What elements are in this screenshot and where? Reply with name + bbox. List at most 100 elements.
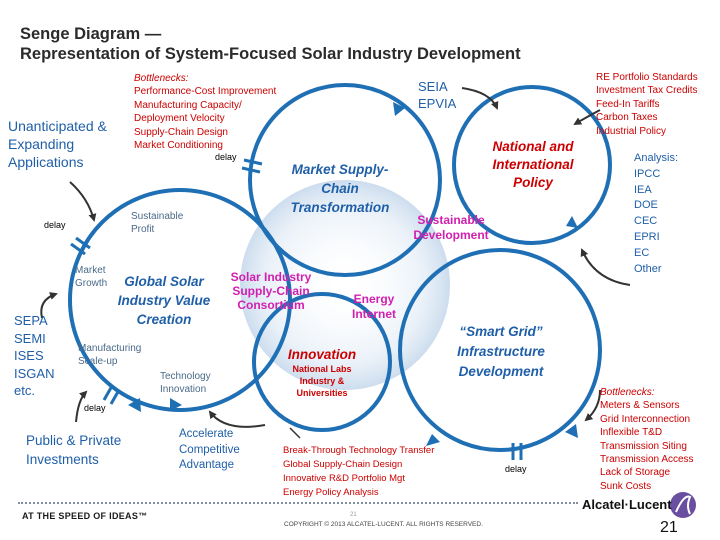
title-line-1: Senge Diagram — bbox=[20, 25, 162, 43]
innovation-sub-line: National Labs bbox=[292, 364, 352, 374]
national-label: National and International Policy bbox=[492, 139, 574, 190]
analysis-item: CEC bbox=[634, 215, 658, 228]
policy-item: Feed-In Tariffs bbox=[596, 98, 660, 110]
delay-label-smartgrid: delay bbox=[505, 464, 527, 474]
loop-arrow-national bbox=[566, 216, 578, 228]
bottlenecks-top-heading: Bottlenecks: bbox=[134, 73, 189, 84]
sepa-item: ISGAN bbox=[14, 365, 55, 381]
arrow-breakthrough bbox=[289, 427, 301, 439]
page-number: 21 bbox=[660, 519, 678, 536]
breakthrough-item: Break-Through Technology Transfer bbox=[283, 445, 435, 456]
loop-arrow-market bbox=[393, 102, 405, 116]
delay-mark-smartgrid bbox=[511, 443, 523, 460]
breakthrough-item: Innovative R&D Portfolio Mgt bbox=[283, 473, 405, 484]
consortium-line: Supply-Chain bbox=[232, 284, 310, 298]
label-line: Innovation bbox=[160, 384, 207, 395]
label-line: Scale-up bbox=[78, 356, 118, 367]
footer-tagline: AT THE SPEED OF IDEAS™ bbox=[22, 511, 148, 521]
bottleneck-top-item: Performance-Cost Improvement bbox=[134, 86, 277, 98]
policy-item: RE Portfolio Standards bbox=[596, 72, 698, 83]
market-circle bbox=[248, 83, 442, 277]
seia-label: SEIA EPVIA bbox=[418, 78, 456, 112]
loop-arrow-smartgrid-2 bbox=[565, 424, 578, 438]
arrow-sepa bbox=[40, 292, 58, 319]
bottlenecks-bottom: Bottlenecks: Meters & Sensors Grid Inter… bbox=[600, 386, 694, 493]
seia-line: SEIA bbox=[418, 79, 448, 94]
label-line: Market bbox=[75, 265, 106, 276]
seia-line: EPVIA bbox=[418, 96, 457, 111]
policy-item: Carbon Taxes bbox=[596, 112, 658, 124]
consortium-glow bbox=[240, 180, 450, 390]
arrow-bottlenecks-bottom bbox=[584, 389, 601, 422]
delay-mark-global-left bbox=[70, 236, 91, 256]
unanticipated-line: Unanticipated & bbox=[8, 118, 107, 134]
bottleneck-bottom-item: Meters & Sensors bbox=[600, 400, 680, 412]
market-growth-label: Market Growth bbox=[75, 264, 107, 290]
analysis-item: EPRI bbox=[634, 230, 660, 243]
national-circle bbox=[452, 85, 612, 245]
sustainable-profit-label: Sustainable Profit bbox=[131, 210, 183, 236]
consortium-label: Solar Industry Supply-Chain Consortium bbox=[218, 270, 324, 312]
sepa-item: etc. bbox=[14, 383, 35, 398]
policy-item: Industrial Policy bbox=[596, 125, 667, 137]
innovation-label: Innovation bbox=[287, 347, 357, 362]
loop-arrow-smartgrid bbox=[426, 434, 440, 446]
bottleneck-bottom-item: Sunk Costs bbox=[600, 480, 652, 492]
analysis-item: Other bbox=[634, 262, 662, 275]
bottlenecks-top: Bottlenecks: Performance-Cost Improvemen… bbox=[134, 72, 276, 152]
arrow-accelerate bbox=[208, 410, 266, 428]
smartgrid-label: “Smart Grid” Infrastructure Development bbox=[457, 324, 545, 379]
innovation-sub-line: Industry & bbox=[299, 376, 345, 386]
public-private-line: Public & Private bbox=[26, 433, 122, 448]
arrow-seia bbox=[461, 87, 499, 110]
bottleneck-bottom-item: Inflexible T&D bbox=[600, 427, 663, 439]
bottlenecks-bottom-heading: Bottlenecks: bbox=[600, 387, 655, 398]
delay-mark-market bbox=[241, 158, 263, 174]
bottleneck-top-item: Supply-Chain Design bbox=[134, 126, 228, 138]
analysis-item: IEA bbox=[634, 183, 652, 196]
accelerate-line: Competitive bbox=[179, 443, 240, 456]
unanticipated-label: Unanticipated & Expanding Applications bbox=[8, 117, 107, 171]
bottleneck-top-item: Manufacturing Capacity/ bbox=[134, 99, 242, 111]
delay-label-market: delay bbox=[215, 152, 237, 162]
sepa-item: SEPA bbox=[14, 313, 48, 328]
delay-label-left: delay bbox=[44, 220, 66, 230]
consortium-line: Solar Industry bbox=[230, 270, 312, 284]
arrow-public bbox=[75, 390, 88, 423]
policy-item: Investment Tax Credits bbox=[596, 85, 698, 97]
breakthrough-item: Energy Policy Analysis bbox=[283, 487, 379, 498]
bottleneck-bottom-item: Grid Interconnection bbox=[600, 413, 691, 425]
analysis-item: Analysis: bbox=[634, 152, 679, 164]
market-label: Market Supply-Chain Transformation bbox=[290, 162, 390, 215]
accelerate-label: Accelerate Competitive Advantage bbox=[179, 427, 240, 474]
smartgrid-circle bbox=[398, 248, 602, 452]
bottleneck-top-item: Market Conditioning bbox=[134, 140, 223, 152]
analysis-item: IPCC bbox=[634, 167, 661, 180]
footer-page-small: 21 bbox=[350, 512, 357, 518]
delay-label-bottom: delay bbox=[84, 403, 106, 413]
delay-mark-global-bottom bbox=[102, 385, 121, 405]
sepa-item: SEMI bbox=[14, 330, 46, 346]
manufacturing-scaleup-label: Manufacturing Scale-up bbox=[78, 342, 141, 368]
arrow-policy bbox=[573, 109, 601, 126]
innovation-label-group: Innovation National Labs Industry & Univ… bbox=[272, 346, 372, 399]
label-line: Growth bbox=[75, 278, 108, 289]
innovation-sub-line: Universities bbox=[296, 388, 348, 398]
bottleneck-bottom-item: Lack of Storage bbox=[600, 467, 671, 479]
analysis-item: EC bbox=[634, 246, 650, 259]
bottleneck-bottom-item: Transmission Access bbox=[600, 454, 694, 466]
brand-name: Alcatel·Lucent bbox=[582, 497, 672, 512]
energy-internet-label: Energy Internet bbox=[342, 292, 406, 322]
footer-copyright: COPYRIGHT © 2013 ALCATEL-LUCENT. ALL RIG… bbox=[284, 521, 483, 528]
bottleneck-bottom-item: Transmission Siting bbox=[600, 440, 687, 452]
sepa-item: ISES bbox=[14, 348, 44, 363]
breakthrough-item: Global Supply-Chain Design bbox=[283, 459, 403, 470]
bottleneck-top-item: Deployment Velocity bbox=[134, 113, 225, 125]
consortium-line: Consortium bbox=[237, 298, 305, 312]
label-line: Manufacturing bbox=[78, 343, 142, 354]
arrow-unanticipated bbox=[69, 181, 97, 222]
label-line: Profit bbox=[131, 224, 155, 235]
sustainable-development-label: Sustainable Development bbox=[413, 213, 489, 242]
loop-arrow-global bbox=[128, 398, 141, 412]
